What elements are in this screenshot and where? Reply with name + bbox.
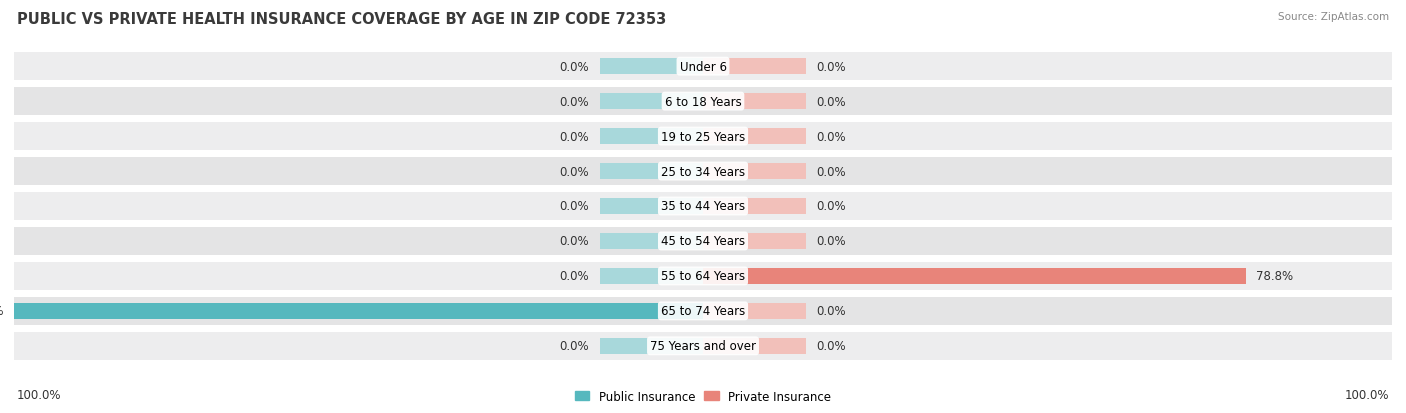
Bar [14,157,1392,186]
Text: 100.0%: 100.0% [1344,388,1389,401]
Text: 0.0%: 0.0% [817,235,846,248]
Bar [599,233,703,249]
Text: 0.0%: 0.0% [560,165,589,178]
Text: 45 to 54 Years: 45 to 54 Years [661,235,745,248]
Text: 65 to 74 Years: 65 to 74 Years [661,305,745,318]
Bar [703,303,807,319]
Text: 0.0%: 0.0% [817,305,846,318]
Bar [14,262,1392,291]
Text: 55 to 64 Years: 55 to 64 Years [661,270,745,283]
Text: Source: ZipAtlas.com: Source: ZipAtlas.com [1278,12,1389,22]
Text: 0.0%: 0.0% [560,339,589,352]
Text: 25 to 34 Years: 25 to 34 Years [661,165,745,178]
Bar [14,88,1392,116]
Text: 0.0%: 0.0% [817,61,846,74]
Bar [599,303,703,319]
Text: 100.0%: 100.0% [17,388,62,401]
Text: 0.0%: 0.0% [560,95,589,108]
Bar [14,227,1392,256]
Text: 35 to 44 Years: 35 to 44 Years [661,200,745,213]
Text: 19 to 25 Years: 19 to 25 Years [661,130,745,143]
Bar [703,199,807,214]
Text: 78.8%: 78.8% [1256,270,1294,283]
Bar [14,53,1392,81]
Bar [703,164,807,180]
Bar [599,129,703,145]
Legend: Public Insurance, Private Insurance: Public Insurance, Private Insurance [571,385,835,408]
Bar [14,122,1392,151]
Bar [703,59,807,75]
Text: 0.0%: 0.0% [560,235,589,248]
Text: 75 Years and over: 75 Years and over [650,339,756,352]
Bar [703,268,1246,284]
Text: 0.0%: 0.0% [560,200,589,213]
Text: 0.0%: 0.0% [817,339,846,352]
Text: 0.0%: 0.0% [560,61,589,74]
Bar [703,268,807,284]
Bar [599,268,703,284]
Bar [14,303,703,319]
Bar [599,338,703,354]
Bar [599,59,703,75]
Text: Under 6: Under 6 [679,61,727,74]
Bar [14,192,1392,221]
Text: 0.0%: 0.0% [560,270,589,283]
Text: 0.0%: 0.0% [817,130,846,143]
Text: 0.0%: 0.0% [560,130,589,143]
Text: PUBLIC VS PRIVATE HEALTH INSURANCE COVERAGE BY AGE IN ZIP CODE 72353: PUBLIC VS PRIVATE HEALTH INSURANCE COVER… [17,12,666,27]
Bar [599,94,703,110]
Bar [14,297,1392,325]
Text: 0.0%: 0.0% [817,200,846,213]
Bar [703,129,807,145]
Bar [599,164,703,180]
Text: 6 to 18 Years: 6 to 18 Years [665,95,741,108]
Bar [14,332,1392,360]
Text: 100.0%: 100.0% [0,305,4,318]
Text: 0.0%: 0.0% [817,95,846,108]
Bar [703,233,807,249]
Bar [599,199,703,214]
Text: 0.0%: 0.0% [817,165,846,178]
Bar [703,94,807,110]
Bar [703,338,807,354]
